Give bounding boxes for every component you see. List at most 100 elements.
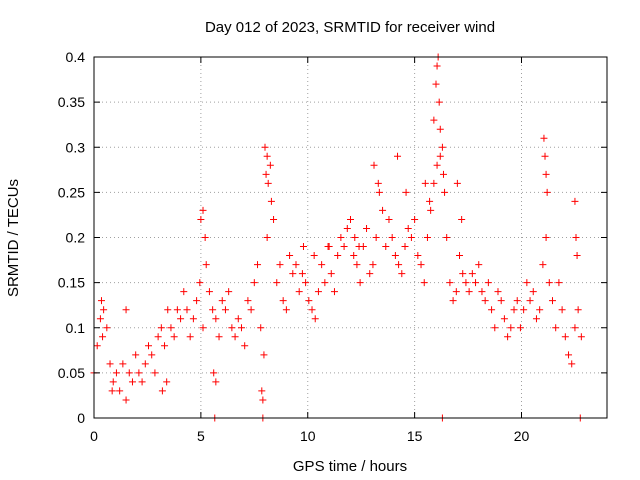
data-point xyxy=(199,324,207,332)
data-point xyxy=(568,360,576,368)
y-tick-label: 0.3 xyxy=(66,139,86,155)
data-point xyxy=(459,270,467,278)
data-point xyxy=(205,288,213,296)
data-point xyxy=(343,224,351,232)
data-point xyxy=(327,270,335,278)
data-point xyxy=(421,179,429,187)
x-tick-label: 10 xyxy=(300,428,316,444)
data-point xyxy=(264,179,272,187)
data-point xyxy=(552,324,560,332)
data-point xyxy=(325,243,333,251)
data-point xyxy=(340,243,348,251)
data-point xyxy=(247,306,255,314)
data-point xyxy=(532,315,540,323)
data-point xyxy=(257,324,265,332)
data-point xyxy=(577,333,585,341)
x-tick-label: 0 xyxy=(90,428,98,444)
data-point xyxy=(500,315,508,323)
data-point xyxy=(543,188,551,196)
data-point xyxy=(106,360,114,368)
data-point xyxy=(295,288,303,296)
data-point xyxy=(353,261,361,269)
data-point xyxy=(259,396,267,404)
y-tick-label: 0.4 xyxy=(66,49,86,65)
data-point xyxy=(561,333,569,341)
data-point xyxy=(237,324,245,332)
data-point xyxy=(574,306,582,314)
y-tick-label: 0.05 xyxy=(58,365,85,381)
data-point xyxy=(347,215,354,223)
data-point xyxy=(96,315,104,323)
data-point xyxy=(183,306,191,314)
data-point xyxy=(197,215,205,223)
data-point xyxy=(234,315,242,323)
data-point xyxy=(157,324,165,332)
x-tick-label: 20 xyxy=(514,428,530,444)
data-point xyxy=(180,288,188,296)
data-point xyxy=(97,297,105,305)
data-point xyxy=(441,188,449,196)
data-point xyxy=(282,306,290,314)
data-point xyxy=(263,152,271,160)
data-point xyxy=(212,315,220,323)
data-point xyxy=(555,279,563,287)
data-point xyxy=(513,297,521,305)
data-point xyxy=(289,270,297,278)
data-point xyxy=(308,306,316,314)
data-point xyxy=(417,261,425,269)
data-point xyxy=(456,252,464,260)
y-tick-label: 0.15 xyxy=(58,275,85,291)
data-point xyxy=(430,116,438,124)
data-point xyxy=(548,297,556,305)
data-point xyxy=(516,324,524,332)
data-point xyxy=(177,315,185,323)
data-point xyxy=(334,252,342,260)
data-point xyxy=(116,387,124,395)
data-point xyxy=(93,342,101,350)
data-point xyxy=(218,297,226,305)
data-point xyxy=(122,306,130,314)
data-point xyxy=(382,243,390,251)
data-point xyxy=(228,324,236,332)
data-point xyxy=(370,161,378,169)
data-point xyxy=(100,306,108,314)
data-point xyxy=(540,134,548,142)
data-point xyxy=(385,215,393,223)
data-point xyxy=(231,333,239,341)
data-point xyxy=(109,378,117,386)
data-point xyxy=(536,306,544,314)
data-point xyxy=(510,306,518,314)
data-point xyxy=(122,396,130,404)
data-point xyxy=(225,288,233,296)
data-point xyxy=(262,170,270,178)
data-point xyxy=(292,261,300,269)
data-point xyxy=(215,333,223,341)
data-point xyxy=(210,369,218,377)
data-point xyxy=(478,288,486,296)
data-point xyxy=(158,387,166,395)
data-point xyxy=(452,288,460,296)
data-point xyxy=(423,234,431,241)
data-point xyxy=(318,261,326,269)
data-point xyxy=(439,170,447,178)
data-point xyxy=(212,378,220,386)
data-point xyxy=(435,98,443,106)
data-point xyxy=(565,351,573,359)
data-point xyxy=(145,342,153,350)
data-point xyxy=(465,288,473,296)
data-point xyxy=(173,306,181,314)
data-point xyxy=(99,333,107,341)
data-point xyxy=(161,342,169,350)
data-point xyxy=(163,378,171,386)
data-point xyxy=(573,252,581,260)
data-point xyxy=(375,188,383,196)
data-point xyxy=(542,234,550,241)
data-point xyxy=(494,288,502,296)
data-point xyxy=(241,342,249,350)
data-point xyxy=(420,279,428,287)
data-point xyxy=(355,243,363,251)
data-point xyxy=(270,215,278,223)
data-point xyxy=(572,234,580,241)
data-point xyxy=(112,369,120,377)
data-point xyxy=(363,224,371,232)
